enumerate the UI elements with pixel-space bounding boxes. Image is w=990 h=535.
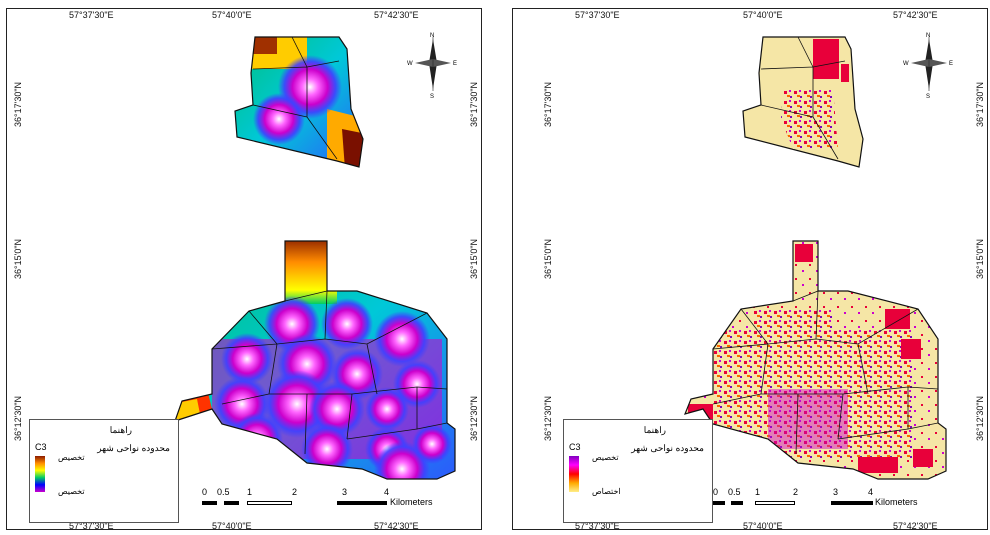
bottom-tick-2: 57°40'0"E <box>743 521 783 530</box>
scale-label-05: 0.5 <box>728 487 741 497</box>
map-legend: راهنما محدوده نواحی شهر C3 تخصیص اختصاص <box>563 419 713 523</box>
scale-segment <box>755 501 795 505</box>
top-tick-3: 57°42'30"E <box>374 10 419 20</box>
top-tick-3: 57°42'30"E <box>893 10 938 20</box>
scale-label-3: 3 <box>833 487 839 497</box>
scale-bar: 0 0.5 1 2 3 4 Kilometers <box>172 487 433 517</box>
scale-label-3: 3 <box>342 487 348 497</box>
north-district <box>235 37 363 167</box>
scale-segment <box>247 501 292 505</box>
main-city <box>685 241 946 479</box>
legend-subtitle: محدوده نواحی شهر <box>97 443 170 453</box>
scale-segment <box>713 501 725 505</box>
scale-label-1: 1 <box>247 487 253 497</box>
bottom-tick-2: 57°40'0"E <box>212 521 252 530</box>
bottom-tick-3: 57°42'30"E <box>374 521 419 530</box>
bottom-tick-3: 57°42'30"E <box>893 521 938 530</box>
scale-segment <box>337 501 387 505</box>
legend-subtitle: محدوده نواحی شهر <box>631 443 704 453</box>
north-label-n: N <box>926 33 930 39</box>
legend-title: راهنما <box>643 425 666 435</box>
scale-label-4: 4 <box>384 487 390 497</box>
legend-high-label: تخصیص <box>58 453 85 462</box>
scale-unit: Kilometers <box>875 497 918 507</box>
north-label-w: W <box>407 61 413 67</box>
legend-code: C3 <box>569 442 581 452</box>
scale-label-05: 0.5 <box>217 487 230 497</box>
bottom-tick-1: 57°37'30"E <box>575 521 620 530</box>
legend-color-ramp <box>35 456 45 492</box>
legend-low-label: اختصاص <box>592 487 621 496</box>
map-panel-left: 57°37'30"E 57°40'0"E 57°42'30"E 57°37'30… <box>6 8 482 530</box>
top-tick-1: 57°37'30"E <box>69 10 114 20</box>
scale-label-2: 2 <box>292 487 298 497</box>
north-arrow: N E W S <box>407 29 459 100</box>
scale-label-1: 1 <box>755 487 761 497</box>
north-label-s: S <box>430 94 434 99</box>
scale-segment <box>224 501 239 505</box>
north-label-n: N <box>430 33 434 39</box>
legend-code: C3 <box>35 442 47 452</box>
landuse-map <box>683 36 947 480</box>
legend-color-ramp <box>569 456 579 492</box>
top-tick-2: 57°40'0"E <box>212 10 252 20</box>
landuse-block <box>813 39 839 79</box>
legend-high-label: تخصیص <box>592 453 619 462</box>
north-label-e: E <box>949 61 953 67</box>
scale-label-0: 0 <box>202 487 208 497</box>
north-label-s: S <box>926 94 930 99</box>
scale-label-4: 4 <box>868 487 874 497</box>
scale-bar: 0 0.5 1 2 3 4 Kilometers <box>693 487 953 517</box>
scale-label-2: 2 <box>793 487 799 497</box>
legend-title: راهنما <box>109 425 132 435</box>
legend-low-label: تخصیص <box>58 487 85 496</box>
scale-label-0: 0 <box>713 487 719 497</box>
top-tick-1: 57°37'30"E <box>575 10 620 20</box>
heatmap-map <box>174 36 456 480</box>
map-panel-right: 57°37'30"E 57°40'0"E 57°42'30"E 57°37'30… <box>512 8 988 530</box>
top-tick-2: 57°40'0"E <box>743 10 783 20</box>
bottom-tick-1: 57°37'30"E <box>69 521 114 530</box>
north-label-e: E <box>453 61 457 67</box>
scale-segment <box>831 501 873 505</box>
map-legend: راهنما محدوده نواحی شهر C3 تخصیص تخصیص <box>29 419 179 523</box>
landuse-block <box>841 64 849 82</box>
scale-segment <box>202 501 217 505</box>
landuse-texture <box>781 89 838 149</box>
north-arrow: N E W S <box>903 29 955 100</box>
scale-unit: Kilometers <box>390 497 433 507</box>
scale-segment <box>731 501 743 505</box>
north-label-w: W <box>903 61 909 67</box>
